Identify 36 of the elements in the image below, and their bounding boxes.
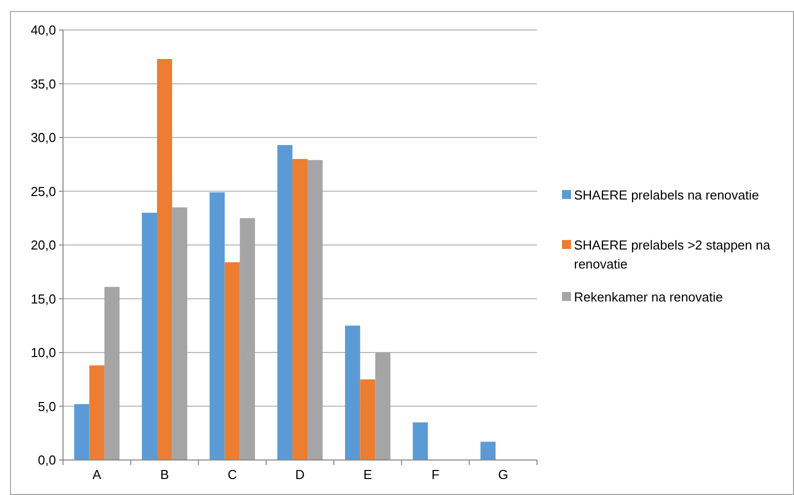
y-tick-label: 30,0 (30, 130, 56, 146)
bar (412, 422, 428, 460)
x-tick-label: A (92, 467, 102, 482)
bar (210, 192, 225, 460)
y-tick-label: 25,0 (30, 184, 56, 199)
x-tick-label: E (363, 467, 372, 482)
x-tick-label: D (295, 467, 305, 482)
bar (292, 159, 308, 460)
bar (74, 404, 90, 460)
bar (157, 59, 172, 460)
legend-label: Rekenkamer na renovatie (574, 290, 723, 305)
y-tick-label: 15,0 (30, 291, 56, 306)
bar (142, 212, 158, 460)
y-tick-label: 10,0 (30, 345, 56, 360)
y-tick-label: 5,0 (38, 398, 56, 414)
bar (480, 442, 496, 460)
bar (104, 286, 120, 460)
bar (89, 365, 104, 460)
bar (360, 379, 376, 460)
bar (308, 160, 323, 460)
bar (375, 352, 390, 460)
y-tick-label: 0,0 (38, 452, 56, 468)
bar (345, 326, 360, 460)
x-tick-label: C (228, 467, 237, 482)
legend-label: SHAERE prelabels >2 stappen na renovatie (574, 238, 771, 272)
bar (277, 145, 292, 460)
x-tick-label: F (431, 467, 440, 482)
y-tick-label: 35,0 (30, 76, 56, 92)
bar (240, 218, 255, 460)
bar (224, 262, 240, 460)
x-tick-label: G (498, 467, 508, 482)
bar (172, 207, 188, 460)
x-tick-label: B (160, 467, 169, 482)
y-tick-label: 20,0 (30, 238, 56, 253)
legend-label: SHAERE prelabels na renovatie (574, 188, 759, 203)
y-tick-label: 40,0 (30, 22, 56, 38)
